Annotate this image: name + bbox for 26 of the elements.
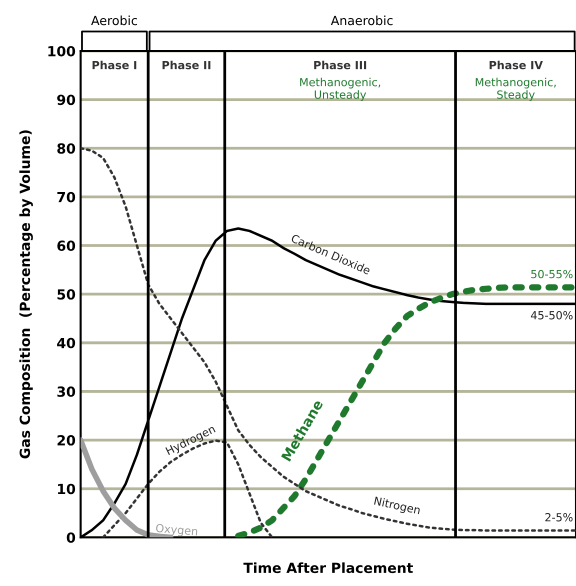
annotation: Methanogenic, Steady bbox=[476, 78, 556, 101]
y-axis-title: Gas Composition (Percentage by Volume) bbox=[19, 130, 33, 458]
series-label: Oxygen bbox=[156, 524, 198, 538]
x-axis-title: Time After Placement bbox=[243, 562, 413, 574]
annotation: Methanogenic, Unsteady bbox=[300, 78, 380, 101]
y-tick-label: 60 bbox=[57, 240, 76, 252]
y-tick-label: 100 bbox=[48, 46, 76, 56]
annotation: 50-55% bbox=[531, 270, 573, 278]
annotation: 2-5% bbox=[545, 513, 573, 522]
y-tick-label: 50 bbox=[58, 289, 76, 300]
y-tick-label: 40 bbox=[57, 338, 76, 348]
y-tick-label: 30 bbox=[57, 386, 76, 397]
text: Nitrogen bbox=[374, 496, 421, 516]
y-tick-label: 90 bbox=[57, 94, 76, 106]
text: Anaerobic bbox=[330, 16, 393, 26]
annotation: Phase III bbox=[314, 60, 366, 70]
y-tick-label: 10 bbox=[58, 484, 76, 494]
annotation: Phase IV bbox=[490, 60, 543, 70]
y-tick-label: 80 bbox=[57, 143, 76, 154]
annotation: Phase I bbox=[92, 60, 136, 70]
y-tick-label: 70 bbox=[57, 192, 76, 202]
text: Aerobic bbox=[91, 16, 138, 26]
y-tick-label: 20 bbox=[58, 435, 76, 446]
annotation: 45-50% bbox=[530, 311, 573, 320]
y-tick-label: 0 bbox=[66, 532, 76, 543]
annotation: Phase II bbox=[162, 60, 210, 70]
